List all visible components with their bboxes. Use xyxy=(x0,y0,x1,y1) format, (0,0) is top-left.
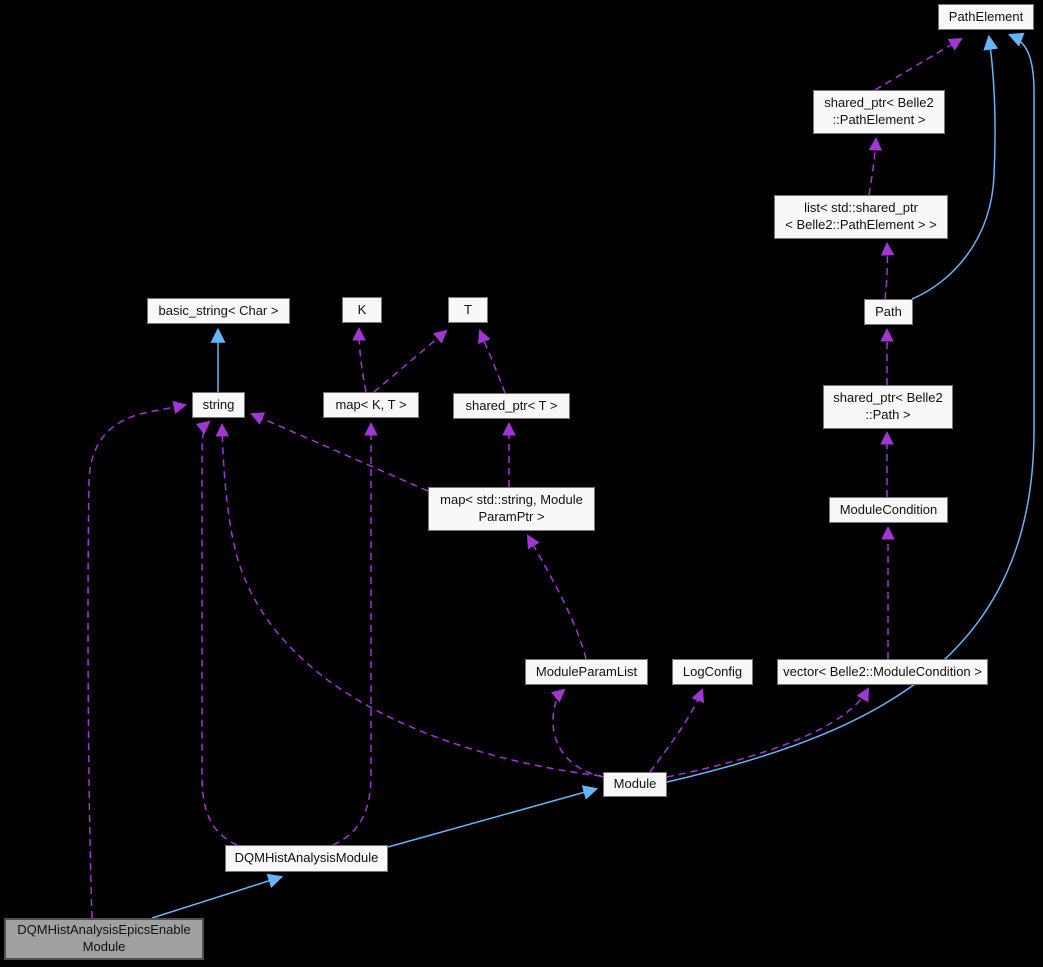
node-shared-ptr-pathelement[interactable]: shared_ptr< Belle2 ::PathElement > xyxy=(813,90,945,134)
edge-map-string-to-string xyxy=(250,412,429,492)
node-shared-ptr-path[interactable]: shared_ptr< Belle2 ::Path > xyxy=(823,385,953,429)
edge-list-to-sp-pathelement xyxy=(868,136,883,196)
edge-dqmhistanalysismodule-to-map-k-t xyxy=(332,421,378,846)
node-map-string-moduleparamptr[interactable]: map< std::string, Module ParamPtr > xyxy=(428,487,595,531)
node-vector-modulecondition[interactable]: vector< Belle2::ModuleCondition > xyxy=(777,659,988,685)
edge-path-to-pathelement xyxy=(911,34,999,300)
edge-sp-t-to-t xyxy=(477,329,506,394)
node-map-k-t[interactable]: map< K, T > xyxy=(323,392,419,418)
edge-dqmhistanalysismodule-to-string xyxy=(195,420,238,846)
edge-focus-to-string xyxy=(87,400,187,919)
node-list-shared-ptr-pathelement[interactable]: list< std::shared_ptr < Belle2::PathElem… xyxy=(774,195,948,239)
node-basic-string[interactable]: basic_string< Char > xyxy=(147,298,290,324)
edge-module-to-string xyxy=(215,422,602,777)
node-modulecondition[interactable]: ModuleCondition xyxy=(829,497,948,523)
node-module[interactable]: Module xyxy=(603,772,667,797)
edge-focus-to-dqmhistanalysismodule xyxy=(151,873,284,919)
edge-module-to-logconfig xyxy=(649,688,705,773)
node-pathelement[interactable]: PathElement xyxy=(938,4,1034,30)
edge-module-to-moduleparamlist xyxy=(550,688,605,778)
node-template-param-t: T xyxy=(448,297,488,323)
edge-moduleparamlist-to-map-string xyxy=(526,534,587,660)
node-path[interactable]: Path xyxy=(864,299,913,325)
edge-module-to-pathelement xyxy=(666,32,1035,783)
edge-sp-pathelement-to-pathelement xyxy=(874,37,963,91)
node-moduleparamlist[interactable]: ModuleParamList xyxy=(525,659,648,685)
node-template-param-k: K xyxy=(342,297,382,323)
node-shared-ptr-t[interactable]: shared_ptr< T > xyxy=(453,393,570,419)
node-dqmhistanalysismodule[interactable]: DQMHistAnalysisModule xyxy=(225,845,388,872)
edge-dqmhistanalysismodule-to-module xyxy=(387,785,599,848)
node-logconfig[interactable]: LogConfig xyxy=(672,659,753,685)
edge-map-k-t-to-k xyxy=(352,326,367,393)
edge-module-to-vector xyxy=(666,687,869,778)
edge-map-k-t-to-t xyxy=(373,329,448,393)
edge-path-to-list xyxy=(880,241,895,300)
node-dqmhistanalysisepicsenablemodule: DQMHistAnalysisEpicsEnable Module xyxy=(4,918,204,960)
node-string[interactable]: string xyxy=(192,392,245,418)
